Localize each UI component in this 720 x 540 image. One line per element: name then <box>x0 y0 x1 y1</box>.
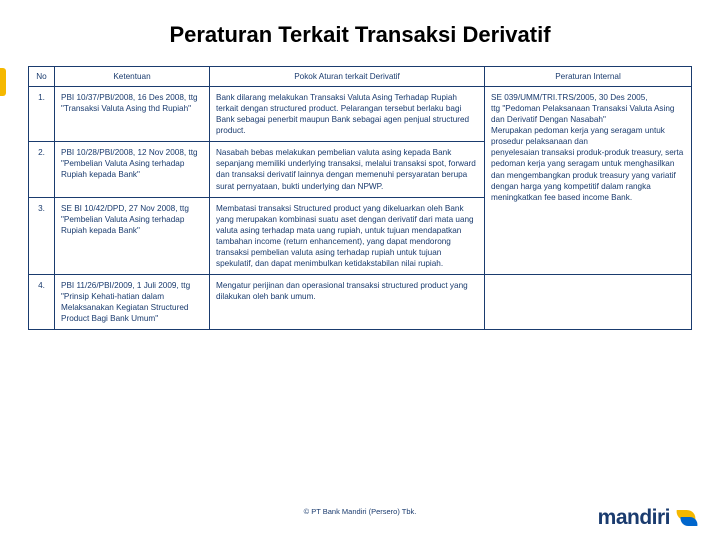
table-row: 1. PBI 10/37/PBI/2008, 16 Des 2008, ttg … <box>29 87 692 142</box>
table-row: 4. PBI 11/26/PBI/2009, 1 Juli 2009, ttg … <box>29 274 692 329</box>
cell-no: 4. <box>29 274 55 329</box>
cell-pokok: Membatasi transaksi Structured product y… <box>210 197 485 274</box>
regulation-table: No Ketentuan Pokok Aturan terkait Deriva… <box>28 66 692 330</box>
cell-no: 1. <box>29 87 55 142</box>
cell-ketentuan: SE BI 10/42/DPD, 27 Nov 2008, ttg "Pembe… <box>55 197 210 274</box>
accent-bar <box>0 68 6 96</box>
footer: © PT Bank Mandiri (Persero) Tbk. mandiri <box>0 506 720 530</box>
cell-internal-empty <box>485 274 692 329</box>
logo-ribbon-icon <box>672 508 698 530</box>
table-header-row: No Ketentuan Pokok Aturan terkait Deriva… <box>29 67 692 87</box>
col-pokok: Pokok Aturan terkait Derivatif <box>210 67 485 87</box>
cell-ketentuan: PBI 11/26/PBI/2009, 1 Juli 2009, ttg "Pr… <box>55 274 210 329</box>
cell-no: 2. <box>29 142 55 197</box>
col-ketentuan: Ketentuan <box>55 67 210 87</box>
col-no: No <box>29 67 55 87</box>
cell-internal: SE 039/UMM/TRI.TRS/2005, 30 Des 2005, tt… <box>485 87 692 275</box>
col-internal: Peraturan Internal <box>485 67 692 87</box>
cell-ketentuan: PBI 10/28/PBI/2008, 12 Nov 2008, ttg "Pe… <box>55 142 210 197</box>
page-title: Peraturan Terkait Transaksi Derivatif <box>0 0 720 66</box>
cell-pokok: Mengatur perijinan dan operasional trans… <box>210 274 485 329</box>
mandiri-logo: mandiri <box>598 506 698 530</box>
logo-text: mandiri <box>598 506 670 530</box>
regulation-table-wrap: No Ketentuan Pokok Aturan terkait Deriva… <box>0 66 720 330</box>
cell-pokok: Bank dilarang melakukan Transaksi Valuta… <box>210 87 485 142</box>
copyright-text: © PT Bank Mandiri (Persero) Tbk. <box>304 507 417 516</box>
cell-ketentuan: PBI 10/37/PBI/2008, 16 Des 2008, ttg "Tr… <box>55 87 210 142</box>
cell-no: 3. <box>29 197 55 274</box>
cell-pokok: Nasabah bebas melakukan pembelian valuta… <box>210 142 485 197</box>
